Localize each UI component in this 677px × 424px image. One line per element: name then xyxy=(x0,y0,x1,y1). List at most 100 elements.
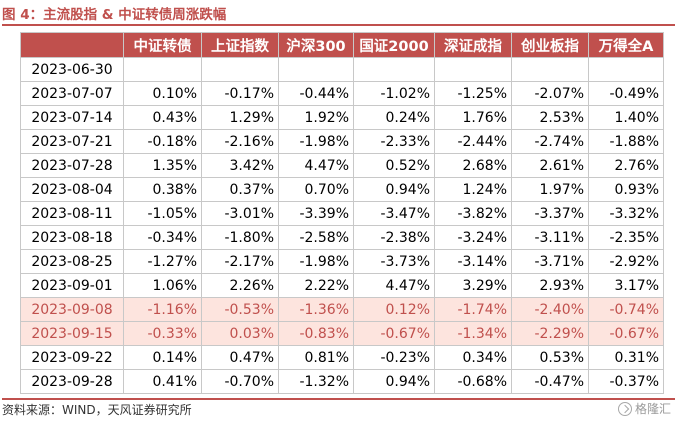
value-cell: -0.17% xyxy=(201,81,279,106)
date-cell: 2023-08-18 xyxy=(20,225,124,250)
value-cell: -0.18% xyxy=(123,129,202,154)
value-cell: -1.98% xyxy=(278,249,354,274)
value-cell xyxy=(353,57,435,82)
value-cell: -0.83% xyxy=(278,321,354,346)
value-cell: -0.34% xyxy=(123,225,202,250)
source-note: 资料来源：WIND，天风证券研究所 xyxy=(2,398,675,420)
value-cell: 0.14% xyxy=(123,345,202,370)
table-row: 2023-07-14 0.43% 1.29% 1.92% 0.24% 1.76% 2.53%… xyxy=(20,105,664,130)
table-row: 2023-09-08 -1.16% -0.53% -1.36% 0.12% -1.74% -… xyxy=(20,297,664,322)
table-row: 2023-08-04 0.38% 0.37% 0.70% 0.94% 1.24% 1.97%… xyxy=(20,177,664,202)
value-cell: 0.93% xyxy=(588,177,664,202)
value-cell: 1.76% xyxy=(434,105,512,130)
watermark-logo-icon xyxy=(617,402,632,416)
date-cell: 2023-07-14 xyxy=(20,105,124,130)
table-row: 2023-08-25 -1.27% -2.17% -1.98% -3.73% -3.14%… xyxy=(20,249,664,274)
value-cell: 2.93% xyxy=(511,273,589,298)
value-cell: -2.38% xyxy=(353,225,435,250)
value-cell: 0.94% xyxy=(353,177,435,202)
value-cell xyxy=(278,57,354,82)
value-cell: -2.17% xyxy=(201,249,279,274)
date-cell: 2023-08-25 xyxy=(20,249,124,274)
header-cell-date xyxy=(20,32,124,58)
figure-title: 图 4：主流股指 & 中证转债周涨跌幅 xyxy=(2,4,675,26)
value-cell: 3.29% xyxy=(434,273,512,298)
value-cell: -3.82% xyxy=(434,201,512,226)
table-row: 2023-09-01 1.06% 2.26% 2.22% 4.47% 3.29% 2.93%… xyxy=(20,273,664,298)
value-cell: 2.53% xyxy=(511,105,589,130)
value-cell: -3.14% xyxy=(434,249,512,274)
value-cell: 2.61% xyxy=(511,153,589,178)
date-cell: 2023-06-30 xyxy=(20,57,124,82)
table-body: 2023-06-30 2023-07-07 0.10% -0.17% -0.44% -1.… xyxy=(20,57,664,394)
value-cell: -3.73% xyxy=(353,249,435,274)
date-cell: 2023-09-28 xyxy=(20,369,124,394)
value-cell: -2.33% xyxy=(353,129,435,154)
value-cell: -2.44% xyxy=(434,129,512,154)
value-cell: 0.37% xyxy=(201,177,279,202)
value-cell: -1.88% xyxy=(588,129,664,154)
value-cell: 1.35% xyxy=(123,153,202,178)
returns-table: 中证转债 上证指数 沪深300 国证2000 深证成指 创业板指 万得全A 2023-06-… xyxy=(20,32,664,394)
value-cell: -0.49% xyxy=(588,81,664,106)
value-cell: 2.26% xyxy=(201,273,279,298)
value-cell: 4.47% xyxy=(278,153,354,178)
value-cell xyxy=(511,57,589,82)
value-cell: -2.40% xyxy=(511,297,589,322)
value-cell: -0.70% xyxy=(201,369,279,394)
value-cell: 0.24% xyxy=(353,105,435,130)
value-cell: 1.92% xyxy=(278,105,354,130)
value-cell: -0.53% xyxy=(201,297,279,322)
value-cell: 0.38% xyxy=(123,177,202,202)
value-cell xyxy=(588,57,664,82)
table-row: 2023-09-28 0.41% -0.70% -1.32% 0.94% -0.68% -0… xyxy=(20,369,664,394)
value-cell xyxy=(201,57,279,82)
value-cell: -2.58% xyxy=(278,225,354,250)
value-cell: 0.81% xyxy=(278,345,354,370)
value-cell: 1.06% xyxy=(123,273,202,298)
table-row: 2023-08-11 -1.05% -3.01% -3.39% -3.47% -3.82%… xyxy=(20,201,664,226)
value-cell: -1.36% xyxy=(278,297,354,322)
date-cell: 2023-07-07 xyxy=(20,81,124,106)
value-cell: 4.47% xyxy=(353,273,435,298)
value-cell: -1.25% xyxy=(434,81,512,106)
date-cell: 2023-08-11 xyxy=(20,201,124,226)
value-cell: 3.42% xyxy=(201,153,279,178)
table-row: 2023-07-07 0.10% -0.17% -0.44% -1.02% -1.25% -… xyxy=(20,81,664,106)
value-cell: -3.39% xyxy=(278,201,354,226)
value-cell: 0.31% xyxy=(588,345,664,370)
value-cell: -0.74% xyxy=(588,297,664,322)
value-cell: -1.27% xyxy=(123,249,202,274)
value-cell: -0.37% xyxy=(588,369,664,394)
value-cell: -0.67% xyxy=(588,321,664,346)
date-cell: 2023-09-08 xyxy=(20,297,124,322)
value-cell: 0.52% xyxy=(353,153,435,178)
value-cell: 2.22% xyxy=(278,273,354,298)
value-cell: -2.16% xyxy=(201,129,279,154)
date-cell: 2023-07-21 xyxy=(20,129,124,154)
value-cell: 0.10% xyxy=(123,81,202,106)
header-cell: 深证成指 xyxy=(434,32,512,58)
value-cell: -0.44% xyxy=(278,81,354,106)
header-cell: 上证指数 xyxy=(201,32,279,58)
value-cell: -3.37% xyxy=(511,201,589,226)
value-cell: -0.33% xyxy=(123,321,202,346)
table-header-row: 中证转债 上证指数 沪深300 国证2000 深证成指 创业板指 万得全A xyxy=(20,32,664,58)
value-cell: 0.47% xyxy=(201,345,279,370)
value-cell: 0.03% xyxy=(201,321,279,346)
value-cell: -2.29% xyxy=(511,321,589,346)
value-cell: -1.32% xyxy=(278,369,354,394)
value-cell: 1.40% xyxy=(588,105,664,130)
value-cell: 2.76% xyxy=(588,153,664,178)
value-cell: -1.98% xyxy=(278,129,354,154)
value-cell: -1.80% xyxy=(201,225,279,250)
date-cell: 2023-09-22 xyxy=(20,345,124,370)
value-cell: -3.71% xyxy=(511,249,589,274)
value-cell: -2.07% xyxy=(511,81,589,106)
value-cell: -2.35% xyxy=(588,225,664,250)
header-cell: 万得全A xyxy=(588,32,664,58)
date-cell: 2023-07-28 xyxy=(20,153,124,178)
watermark-text: 格隆汇 xyxy=(634,402,671,416)
value-cell: 0.70% xyxy=(278,177,354,202)
value-cell: -1.05% xyxy=(123,201,202,226)
